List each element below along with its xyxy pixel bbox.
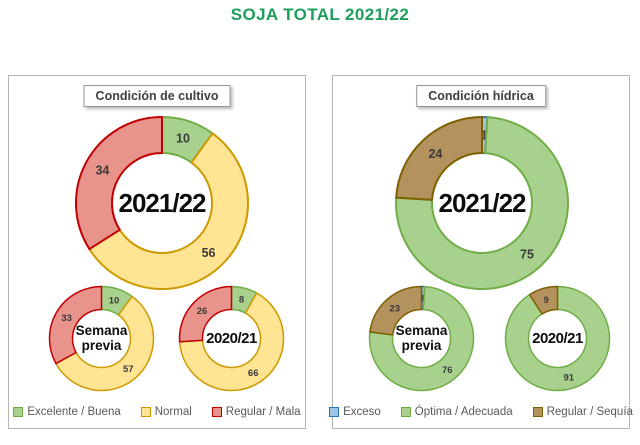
slice-value-label: 24	[428, 147, 442, 161]
slice-value-label: 57	[123, 364, 134, 375]
donut-cultivo-2020-21: 8 66 26 2020/21	[176, 283, 287, 394]
slice-value-label: 1	[481, 128, 488, 142]
donut-cultivo-2021-22: 10 56 34 2021/22	[72, 113, 252, 293]
page-title: SOJA TOTAL 2021/22	[230, 5, 410, 24]
donut-ring: 1 76 23	[368, 285, 475, 392]
slice-value-label: 23	[389, 303, 400, 314]
slice-value-label: 75	[520, 247, 534, 261]
legend-swatch-brown	[532, 407, 543, 417]
legend-item: Regular / Mala	[211, 406, 301, 418]
donut-ring: 0919	[504, 285, 611, 392]
slice-value-label: 1	[420, 293, 426, 304]
donut-hidrica-semana-previa: 1 76 23 Semana previa	[366, 283, 477, 394]
slice-value-label: 56	[202, 246, 216, 260]
donut-slice-1	[55, 295, 155, 392]
donut-slice-1	[178, 292, 285, 392]
legend-swatch-green	[400, 407, 411, 417]
donut-slice-1	[395, 116, 569, 290]
donut-slice-2	[528, 285, 559, 315]
donut-ring: 10 56 34	[75, 116, 249, 290]
donut-slice-1	[88, 132, 249, 290]
donut-slice-1	[504, 285, 611, 392]
panel-condicion-cultivo: Condición de cultivo 10 56 34 2021/22 10 57…	[8, 75, 306, 429]
panel-header-hidrica: Condición hídrica	[416, 85, 546, 107]
donut-slice-2	[75, 116, 163, 251]
legend-label: Regular / Mala	[225, 406, 301, 418]
donut-ring: 1 75 24	[395, 116, 569, 290]
slice-value-label: 10	[176, 132, 190, 146]
slice-value-label: 66	[248, 368, 259, 379]
legend-label: Regular / Sequía	[546, 406, 633, 418]
legend-label: Exceso	[343, 406, 381, 418]
slice-value-label: 33	[61, 313, 72, 324]
slice-value-label: 91	[564, 373, 575, 384]
slice-value-label: 8	[239, 295, 244, 306]
legend-item: Óptima / Adecuada	[400, 406, 513, 418]
legend-swatch-yellow	[140, 407, 151, 417]
donut-hidrica-2021-22: 1 75 24 2021/22	[392, 113, 572, 293]
legend-hidrica: Exceso Óptima / Adecuada Regular / Sequí…	[329, 406, 633, 418]
legend-label: Óptima / Adecuada	[414, 406, 513, 418]
legend-item: Exceso	[329, 406, 381, 418]
legend-cultivo: Excelente / Buena Normal Regular / Mala	[9, 406, 305, 418]
legend-swatch-blue	[329, 407, 340, 417]
donut-ring: 8 66 26	[178, 285, 285, 392]
donut-hidrica-2020-21: 0919 2020/21	[502, 283, 613, 394]
donut-slice-2	[178, 285, 233, 343]
slice-value-label: 10	[109, 295, 120, 306]
slice-value-label: 9	[544, 295, 549, 306]
panel-header-cultivo: Condición de cultivo	[83, 85, 231, 107]
slice-value-label: 34	[95, 164, 109, 178]
panel-condicion-hidrica: Condición hídrica 1 75 24 2021/22 1 76 23 Se…	[329, 75, 633, 429]
donut-cultivo-semana-previa: 10 57 33 Semana previa	[46, 283, 157, 394]
donut-slice-2	[48, 285, 103, 365]
legend-swatch-red	[211, 407, 222, 417]
legend-item: Normal	[140, 406, 192, 418]
donut-slice-2	[369, 285, 423, 336]
legend-swatch-green	[13, 407, 24, 417]
donut-ring: 10 57 33	[48, 285, 155, 392]
slice-value-label: 26	[197, 306, 208, 317]
legend-label: Normal	[154, 406, 192, 418]
slice-value-label: 76	[442, 365, 453, 376]
legend-item: Regular / Sequía	[532, 406, 633, 418]
donut-slice-2	[395, 116, 483, 201]
legend-item: Excelente / Buena	[13, 406, 121, 418]
legend-label: Excelente / Buena	[27, 406, 121, 418]
donut-slice-1	[368, 285, 475, 392]
